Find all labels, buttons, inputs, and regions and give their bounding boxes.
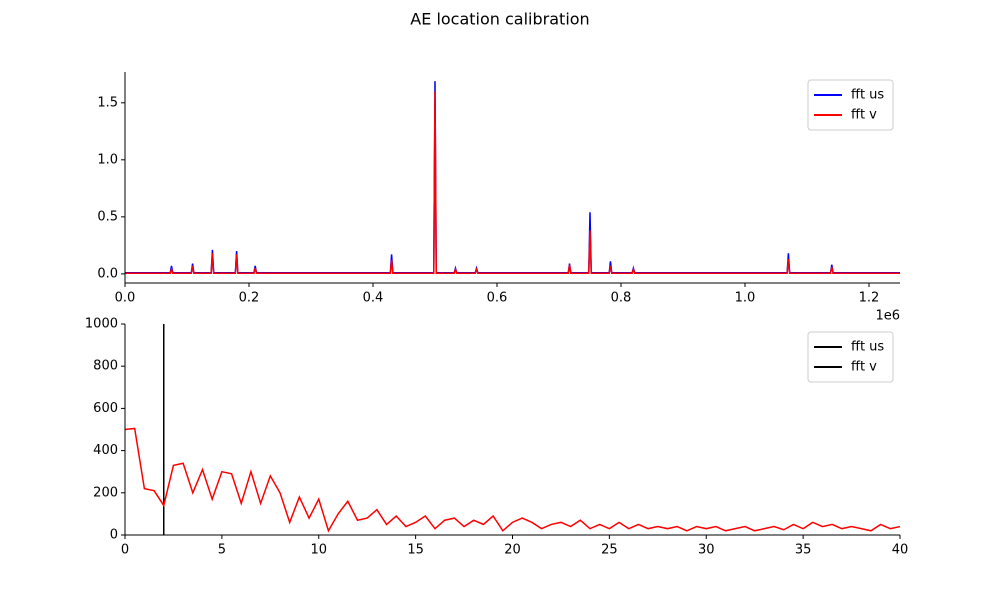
series-line [125,91,900,275]
x-tick-label: 35 [795,543,812,558]
y-tick-label: 0 [110,528,118,543]
x-tick-label: 0 [121,543,129,558]
series-line [124,427,901,533]
figure-title: AE location calibration [410,10,589,29]
x-tick-label: 30 [698,543,715,558]
legend-box [807,331,894,383]
x-tick-label: 40 [892,543,909,558]
x-tick-label: 15 [407,543,424,558]
legend-label: fft us [851,88,884,103]
x-tick-label: 0.6 [487,291,508,306]
series-line [125,81,900,274]
y-tick-label: 1000 [85,317,118,332]
y-tick-label: 0.5 [97,209,118,224]
x-tick-label: 1.2 [859,291,880,306]
x-offset-label: 1e6 [875,309,900,324]
legend-label: fft us [851,340,884,355]
y-tick-label: 1.5 [97,95,118,110]
y-tick-label: 200 [93,485,118,500]
x-tick-label: 1.0 [735,291,756,306]
y-tick-label: 600 [93,401,118,416]
legend-label: fft v [851,360,877,375]
x-tick-label: 5 [218,543,226,558]
x-tick-label: 0.4 [363,291,384,306]
x-tick-label: 10 [310,543,327,558]
y-tick-label: 800 [93,359,118,374]
x-tick-label: 0.0 [115,291,136,306]
y-tick-label: 1.0 [97,152,118,167]
y-tick-label: 400 [93,443,118,458]
x-tick-label: 25 [601,543,618,558]
legend-label: fft v [851,108,877,123]
x-tick-label: 0.8 [611,291,632,306]
x-tick-label: 20 [504,543,521,558]
legend-box [807,79,894,131]
x-tick-label: 0.2 [239,291,260,306]
y-tick-label: 0.0 [97,266,118,281]
